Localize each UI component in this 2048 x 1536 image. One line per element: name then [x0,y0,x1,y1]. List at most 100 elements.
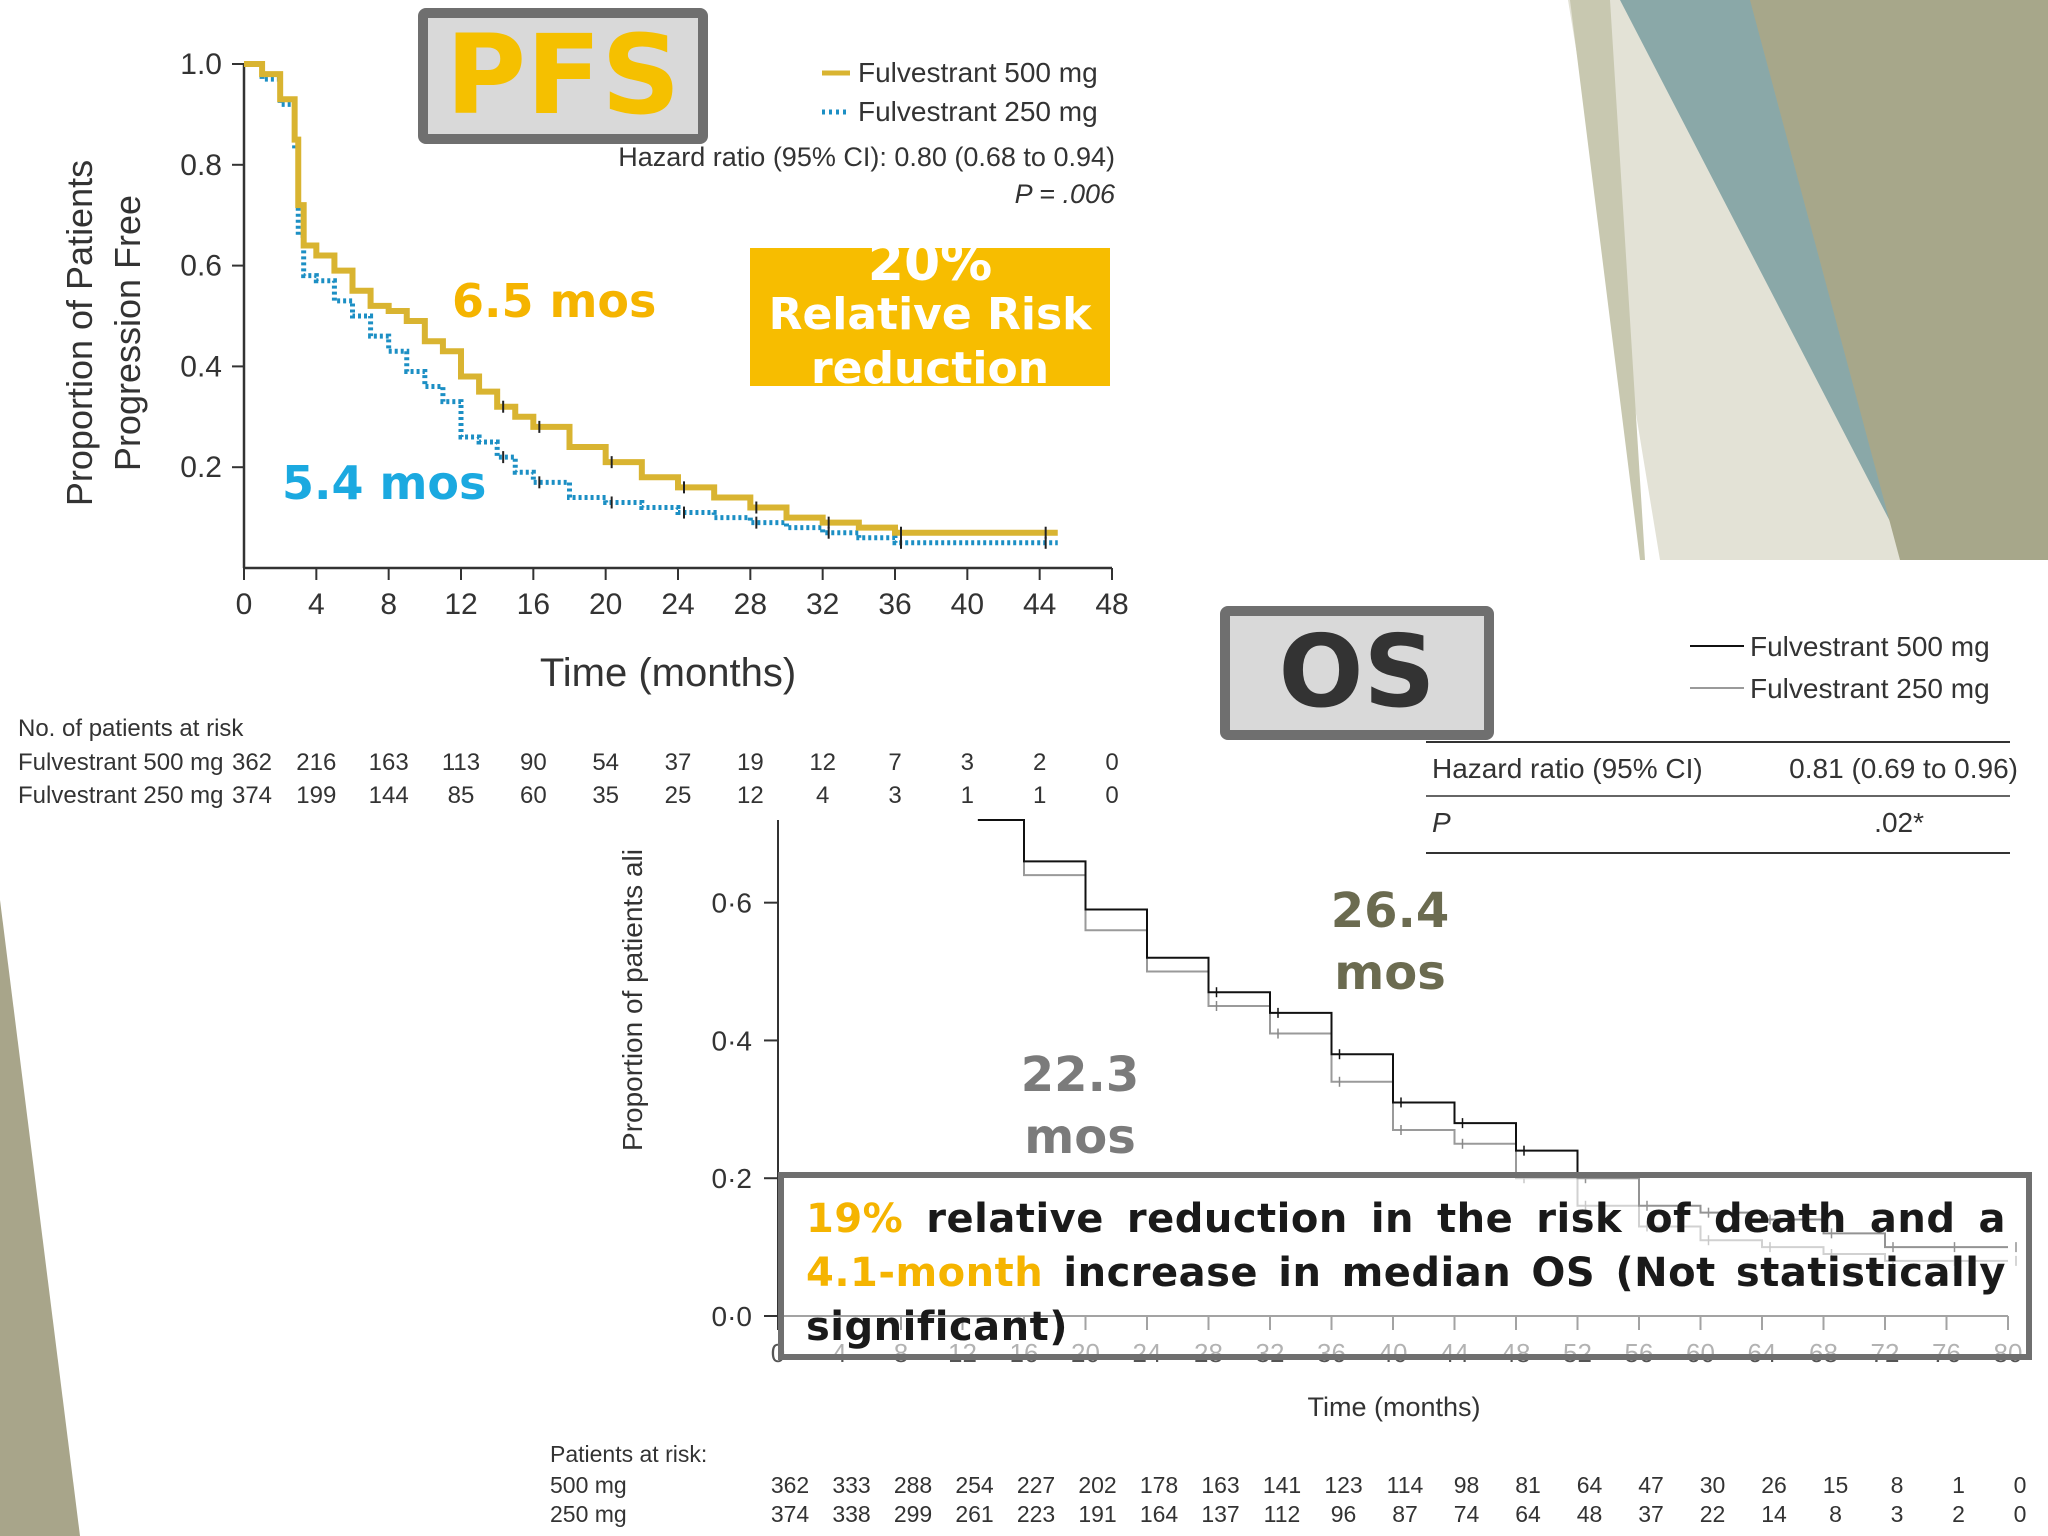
os-risk-value-500: 8 [1891,1472,1904,1498]
os-risk-label-500: 500 mg [550,1472,627,1498]
os-y-tick-label: 0·6 [712,888,752,919]
pfs-median-500: 6.5 mos [452,274,657,328]
pfs-risk-value-500: 362 [232,749,272,776]
pfs-risk-value-250: 1 [961,782,974,809]
pfs-risk-value-250: 0 [1105,782,1118,809]
os-risk-value-250: 112 [1264,1501,1301,1527]
os-risk-value-500: 30 [1700,1472,1726,1498]
pfs-median-250: 5.4 mos [282,456,487,510]
os-risk-value-500: 1 [1952,1472,1965,1498]
pfs-x-tick-label: 0 [236,588,253,621]
os-risk-value-500: 362 [771,1472,809,1498]
pfs-axes: 0 4 8 12 16 20 24 28 32 36 40 44 480.20.40.60.81.0 [180,48,1128,621]
pfs-x-tick-label: 4 [308,588,325,621]
pfs-risk-value-250: 35 [592,782,619,809]
pfs-legend-250: Fulvestrant 250 mg [858,96,1098,127]
pfs-risk-value-500: 12 [809,749,836,776]
pfs-risk-label-500: Fulvestrant 500 mg [18,749,223,776]
os-title-box: OS [1220,606,1494,740]
os-hazard-value: 0.81 (0.69 to 0.96) [1789,753,2018,784]
pfs-x-tick-label: 32 [806,588,839,621]
pfs-risk-value-250: 25 [665,782,692,809]
os-risk-value-250: 8 [1829,1501,1842,1527]
os-risk-value-500: 114 [1387,1472,1424,1498]
pfs-risk-value-500: 2 [1033,749,1046,776]
pfs-series-500 [244,61,1058,536]
pfs-risk-value-500: 3 [961,749,974,776]
pfs-y-tick-label: 0.4 [180,350,222,383]
pfs-risk-value-250: 199 [296,782,336,809]
pfs-risk-value-250: 3 [888,782,901,809]
pfs-x-tick-label: 12 [444,588,477,621]
os-risk-value-250: 96 [1331,1501,1357,1527]
os-risk-value-250: 22 [1700,1501,1726,1527]
pfs-risk-table: No. of patients at risk Fulvestrant 500 … [18,715,1119,809]
pfs-ylabel-line1: Proportion of Patients [59,160,100,506]
pfs-risk-value-500: 163 [369,749,409,776]
os-median-250-num: 22.3 [1020,1047,1140,1103]
os-risk-value-250: 74 [1454,1501,1480,1527]
summary-highlight-2: 4.1-month [806,1250,1044,1296]
pfs-x-tick-label: 8 [380,588,397,621]
pfs-x-tick-label: 28 [734,588,767,621]
os-risk-value-250: 338 [832,1501,870,1527]
os-ylabel: Proportion of patients ali [617,849,648,1151]
os-risk-label-250: 250 mg [550,1501,627,1527]
os-risk-value-250: 87 [1392,1501,1418,1527]
pfs-risk-value-250: 4 [816,782,829,809]
os-risk-value-500: 163 [1201,1472,1239,1498]
os-risk-value-500: 15 [1823,1472,1849,1498]
deco-thin-line [1570,0,1645,560]
os-risk-value-500: 64 [1577,1472,1603,1498]
pfs-risk-value-250: 1 [1033,782,1046,809]
os-risk-value-500: 81 [1515,1472,1541,1498]
summary-text-2: increase in median OS (Not statistically… [806,1250,2006,1350]
os-median-250-unit: mos [1024,1109,1136,1165]
os-risk-value-500: 0 [2014,1472,2027,1498]
os-risk-value-500: 178 [1140,1472,1178,1498]
os-risk-value-250: 299 [894,1501,932,1527]
os-risk-value-250: 64 [1515,1501,1541,1527]
pfs-x-tick-label: 36 [878,588,911,621]
os-hazard-label: Hazard ratio (95% CI) [1432,753,1703,784]
risk-reduction-text: Relative Risk reduction [768,289,1092,386]
pfs-title: PFS [445,11,681,139]
os-legend-500: Fulvestrant 500 mg [1750,631,1990,662]
os-median-500: 26.4 mos [1316,880,1464,1004]
summary-highlight-1: 19% [806,1196,904,1242]
os-median-500-num: 26.4 [1330,883,1450,939]
os-risk-value-250: 0 [2014,1501,2027,1527]
deco-left-wedge [0,900,80,1536]
os-y-tick-label: 0·0 [712,1301,752,1332]
os-xlabel: Time (months) [1307,1392,1480,1422]
os-p-label: P [1432,807,1451,838]
os-risk-value-500: 288 [894,1472,932,1498]
os-y-tick-label: 0·4 [712,1025,752,1056]
pfs-legend-500: Fulvestrant 500 mg [858,57,1098,88]
os-risk-value-500: 141 [1263,1472,1301,1498]
os-risk-value-250: 14 [1761,1501,1787,1527]
pfs-risk-value-250: 144 [369,782,409,809]
pfs-risk-value-500: 90 [520,749,547,776]
pfs-series-250 [244,61,1058,546]
os-risk-value-250: 3 [1891,1501,1904,1527]
os-risk-value-500: 227 [1017,1472,1055,1498]
pfs-risk-value-500: 0 [1105,749,1118,776]
pfs-ylabel-line2: Progression Free [107,195,148,471]
risk-reduction-callout: 20% Relative Risk reduction [750,248,1110,386]
pfs-hazard-ratio: Hazard ratio (95% CI): 0.80 (0.68 to 0.9… [618,142,1115,172]
pfs-risk-value-250: 85 [448,782,475,809]
os-median-250: 22.3 mos [1000,1044,1160,1168]
pfs-chart: 0 4 8 12 16 20 24 28 32 36 40 44 480.20.40.60.81.0 P… [18,48,1129,809]
pfs-xlabel: Time (months) [540,651,796,695]
os-risk-value-250: 261 [955,1501,993,1527]
os-risk-value-250: 374 [771,1501,810,1527]
pfs-y-tick-label: 0.6 [180,250,222,283]
pfs-y-tick-label: 0.2 [180,451,222,484]
pfs-y-tick-label: 1.0 [180,48,222,81]
pfs-risk-value-500: 19 [737,749,764,776]
os-risk-value-250: 137 [1201,1501,1239,1527]
pfs-risk-value-250: 60 [520,782,547,809]
pfs-risk-value-500: 216 [296,749,336,776]
